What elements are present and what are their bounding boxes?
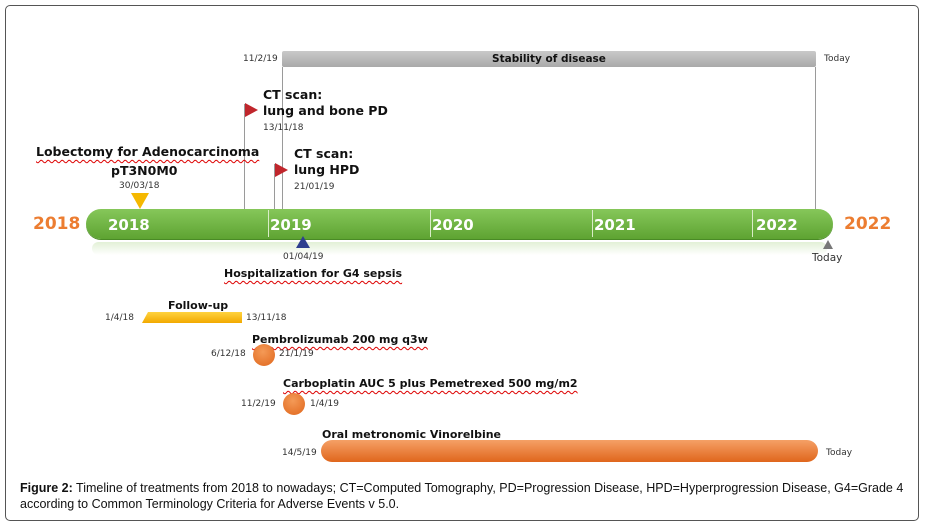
flag-icon — [245, 103, 258, 117]
caption-label: Figure 2: — [20, 481, 73, 495]
triangle-up-icon — [296, 236, 310, 248]
ct1-label: CT scan: lung and bone PD — [263, 87, 388, 119]
vino-bar — [321, 440, 818, 462]
ct1-title: CT scan: — [263, 87, 323, 102]
carbo-label: Carboplatin AUC 5 plus Pemetrexed 500 mg… — [283, 377, 578, 390]
pembro-end-date: 21/1/19 — [279, 349, 314, 359]
timeline-end-year: 2022 — [844, 214, 892, 234]
lobectomy-stage: pT3N0M0 — [111, 163, 178, 178]
carbo-end-date: 1/4/19 — [310, 399, 339, 409]
pembro-label: Pembrolizumab 200 mg q3w — [252, 333, 428, 346]
today-label: Today — [812, 252, 843, 264]
ct2-label: CT scan: lung HPD — [294, 146, 359, 178]
vino-start-date: 14/5/19 — [282, 448, 317, 458]
vino-end-date: Today — [826, 448, 853, 458]
stability-bar — [282, 51, 816, 67]
vino-label: Oral metronomic Vinorelbine — [322, 428, 502, 441]
stability-guide-line — [282, 67, 283, 210]
timeline-start-year: 2018 — [33, 214, 81, 234]
lobectomy-date: 30/03/18 — [119, 181, 160, 191]
ct1-finding: lung and bone PD — [263, 103, 388, 118]
ct2-finding: lung HPD — [294, 162, 360, 177]
followup-label: Follow-up — [168, 299, 229, 312]
ct2-guide-line — [274, 164, 275, 210]
year-label: 2019 — [270, 216, 312, 234]
year-label: 2018 — [108, 216, 150, 234]
caption-text: Timeline of treatments from 2018 to nowa… — [20, 481, 904, 511]
triangle-down-icon — [131, 193, 149, 209]
stability-start-date: 11/2/19 — [243, 54, 278, 64]
year-label: 2021 — [594, 216, 636, 234]
timeline-reflection — [92, 242, 827, 255]
carbo-start-date: 11/2/19 — [241, 399, 276, 409]
carbo-label-text: Carboplatin AUC 5 plus Pemetrexed 500 mg… — [283, 377, 578, 390]
hospitalization-label: Hospitalization for G4 sepsis — [224, 267, 403, 280]
ct2-date: 21/01/19 — [294, 182, 335, 192]
triangle-up-icon — [823, 240, 833, 249]
followup-bar — [142, 312, 242, 323]
ct2-title: CT scan: — [294, 146, 354, 161]
year-label: 2022 — [756, 216, 798, 234]
ct1-guide-line — [244, 104, 245, 210]
today-guide-line — [815, 67, 816, 210]
figure-caption: Figure 2: Timeline of treatments from 20… — [20, 480, 910, 512]
timeline-axis — [86, 209, 833, 239]
followup-end-date: 13/11/18 — [246, 313, 287, 323]
pembro-dot — [253, 344, 275, 366]
year-divider — [592, 210, 593, 237]
flag-icon — [275, 163, 288, 177]
stability-label: Stability of disease — [492, 53, 606, 65]
pembro-label-text: Pembrolizumab 200 mg q3w — [252, 333, 428, 346]
year-divider — [268, 210, 269, 237]
carbo-dot — [283, 393, 305, 415]
year-label: 2020 — [432, 216, 474, 234]
lobectomy-label: Lobectomy for Adenocarcinoma — [36, 144, 260, 159]
year-divider — [752, 210, 753, 237]
ct1-date: 13/11/18 — [263, 123, 304, 133]
hospitalization-date: 01/04/19 — [283, 252, 324, 262]
year-divider — [430, 210, 431, 237]
figure-frame — [5, 5, 919, 521]
followup-start-date: 1/4/18 — [105, 313, 134, 323]
pembro-start-date: 6/12/18 — [211, 349, 246, 359]
stability-end-date: Today — [824, 54, 851, 64]
